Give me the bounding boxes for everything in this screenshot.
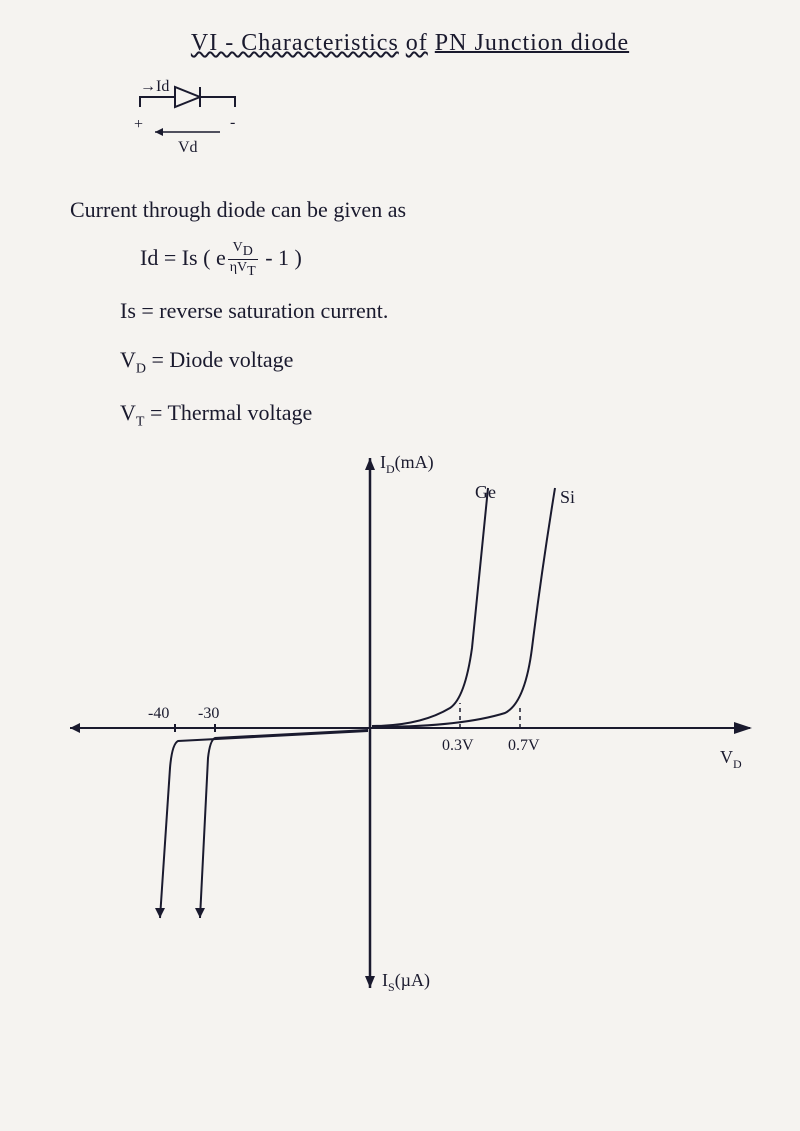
ge-label: Ge (475, 482, 496, 502)
title-part1: VI - Characteristics (191, 30, 399, 56)
eq-lhs: Id = Is ( e (140, 245, 226, 270)
def-vd: VD = Diode voltage (120, 342, 760, 381)
title-part2: of (406, 30, 428, 56)
minus-terminal: - (230, 114, 235, 131)
graph-svg: ID(mA) IS(µA) VD Ge Si 0.3V 0.7V (60, 448, 760, 1008)
eq-rhs: - 1 ) (260, 245, 302, 270)
vd-label: Vd (178, 139, 198, 156)
reverse-curve-2 (160, 731, 368, 918)
diode-equation: Id = Is ( eVDηVT - 1 ) (140, 241, 760, 279)
tick-n30: -30 (198, 705, 219, 722)
eq-exponent: VDηVT (228, 241, 258, 279)
id-label: →Id (140, 78, 169, 95)
ge-curve (372, 488, 488, 726)
tick-07v: 0.7V (508, 737, 540, 754)
def-vt: VT = Thermal voltage (120, 395, 760, 434)
y-bot-label: IS(µA) (382, 970, 430, 994)
page-title: VI - Characteristics of PN Junction diod… (60, 30, 760, 57)
vi-graph: ID(mA) IS(µA) VD Ge Si 0.3V 0.7V (60, 448, 760, 1008)
def-is: Is = reverse saturation current. (120, 293, 760, 328)
si-curve (372, 488, 555, 727)
current-line: Current through diode can be given as (70, 192, 760, 227)
reverse-curve-1 (200, 730, 368, 918)
circuit-svg: →Id + - Vd (120, 77, 300, 167)
page-root: VI - Characteristics of PN Junction diod… (0, 0, 800, 1028)
title-part3: PN Junction diode (435, 30, 629, 56)
circuit-diagram: →Id + - Vd (120, 77, 760, 172)
x-axis-label: VD (720, 747, 742, 771)
y-top-label: ID(mA) (380, 452, 434, 476)
si-label: Si (560, 487, 575, 507)
tick-03v: 0.3V (442, 737, 474, 754)
plus-terminal: + (134, 116, 143, 133)
tick-n40: -40 (148, 705, 169, 722)
